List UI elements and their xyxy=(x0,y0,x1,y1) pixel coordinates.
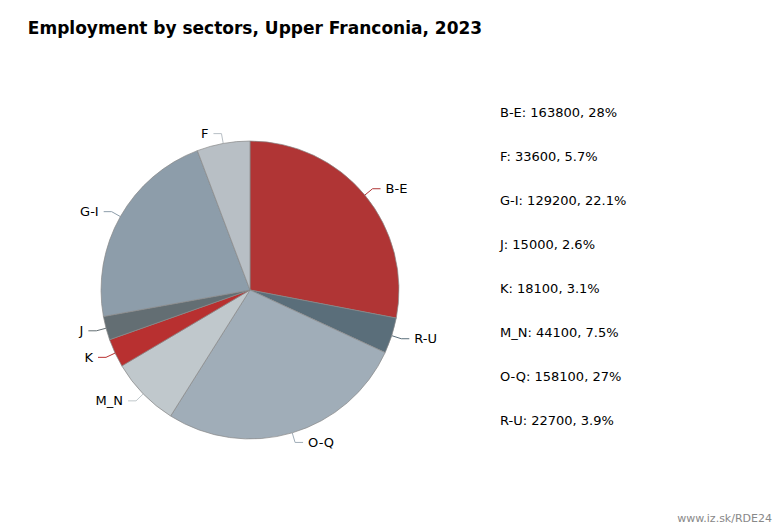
svg-text:J: 15000, 2.6%: J: 15000, 2.6% xyxy=(499,237,595,252)
svg-text:J: J xyxy=(79,323,84,338)
svg-text:O-Q: 158100, 27%: O-Q: 158100, 27% xyxy=(500,369,621,384)
svg-text:B-E: B-E xyxy=(386,181,408,196)
svg-text:R-U: R-U xyxy=(414,331,437,346)
svg-text:B-E: 163800, 28%: B-E: 163800, 28% xyxy=(500,105,617,120)
svg-text:K: 18100, 3.1%: K: 18100, 3.1% xyxy=(500,281,600,296)
svg-text:M_N: M_N xyxy=(96,393,123,408)
svg-text:G-I: G-I xyxy=(80,204,99,219)
svg-text:M_N: 44100, 7.5%: M_N: 44100, 7.5% xyxy=(500,325,619,340)
svg-text:www.iz.sk/RDE24: www.iz.sk/RDE24 xyxy=(677,512,772,525)
svg-text:Employment by sectors, Upper F: Employment by sectors, Upper Franconia, … xyxy=(28,18,482,38)
svg-text:F: 33600, 5.7%: F: 33600, 5.7% xyxy=(500,149,598,164)
svg-text:O-Q: O-Q xyxy=(308,435,334,450)
svg-text:K: K xyxy=(84,350,93,365)
svg-text:G-I: 129200, 22.1%: G-I: 129200, 22.1% xyxy=(500,193,626,208)
svg-text:F: F xyxy=(201,126,208,141)
svg-text:R-U: 22700, 3.9%: R-U: 22700, 3.9% xyxy=(500,413,614,428)
